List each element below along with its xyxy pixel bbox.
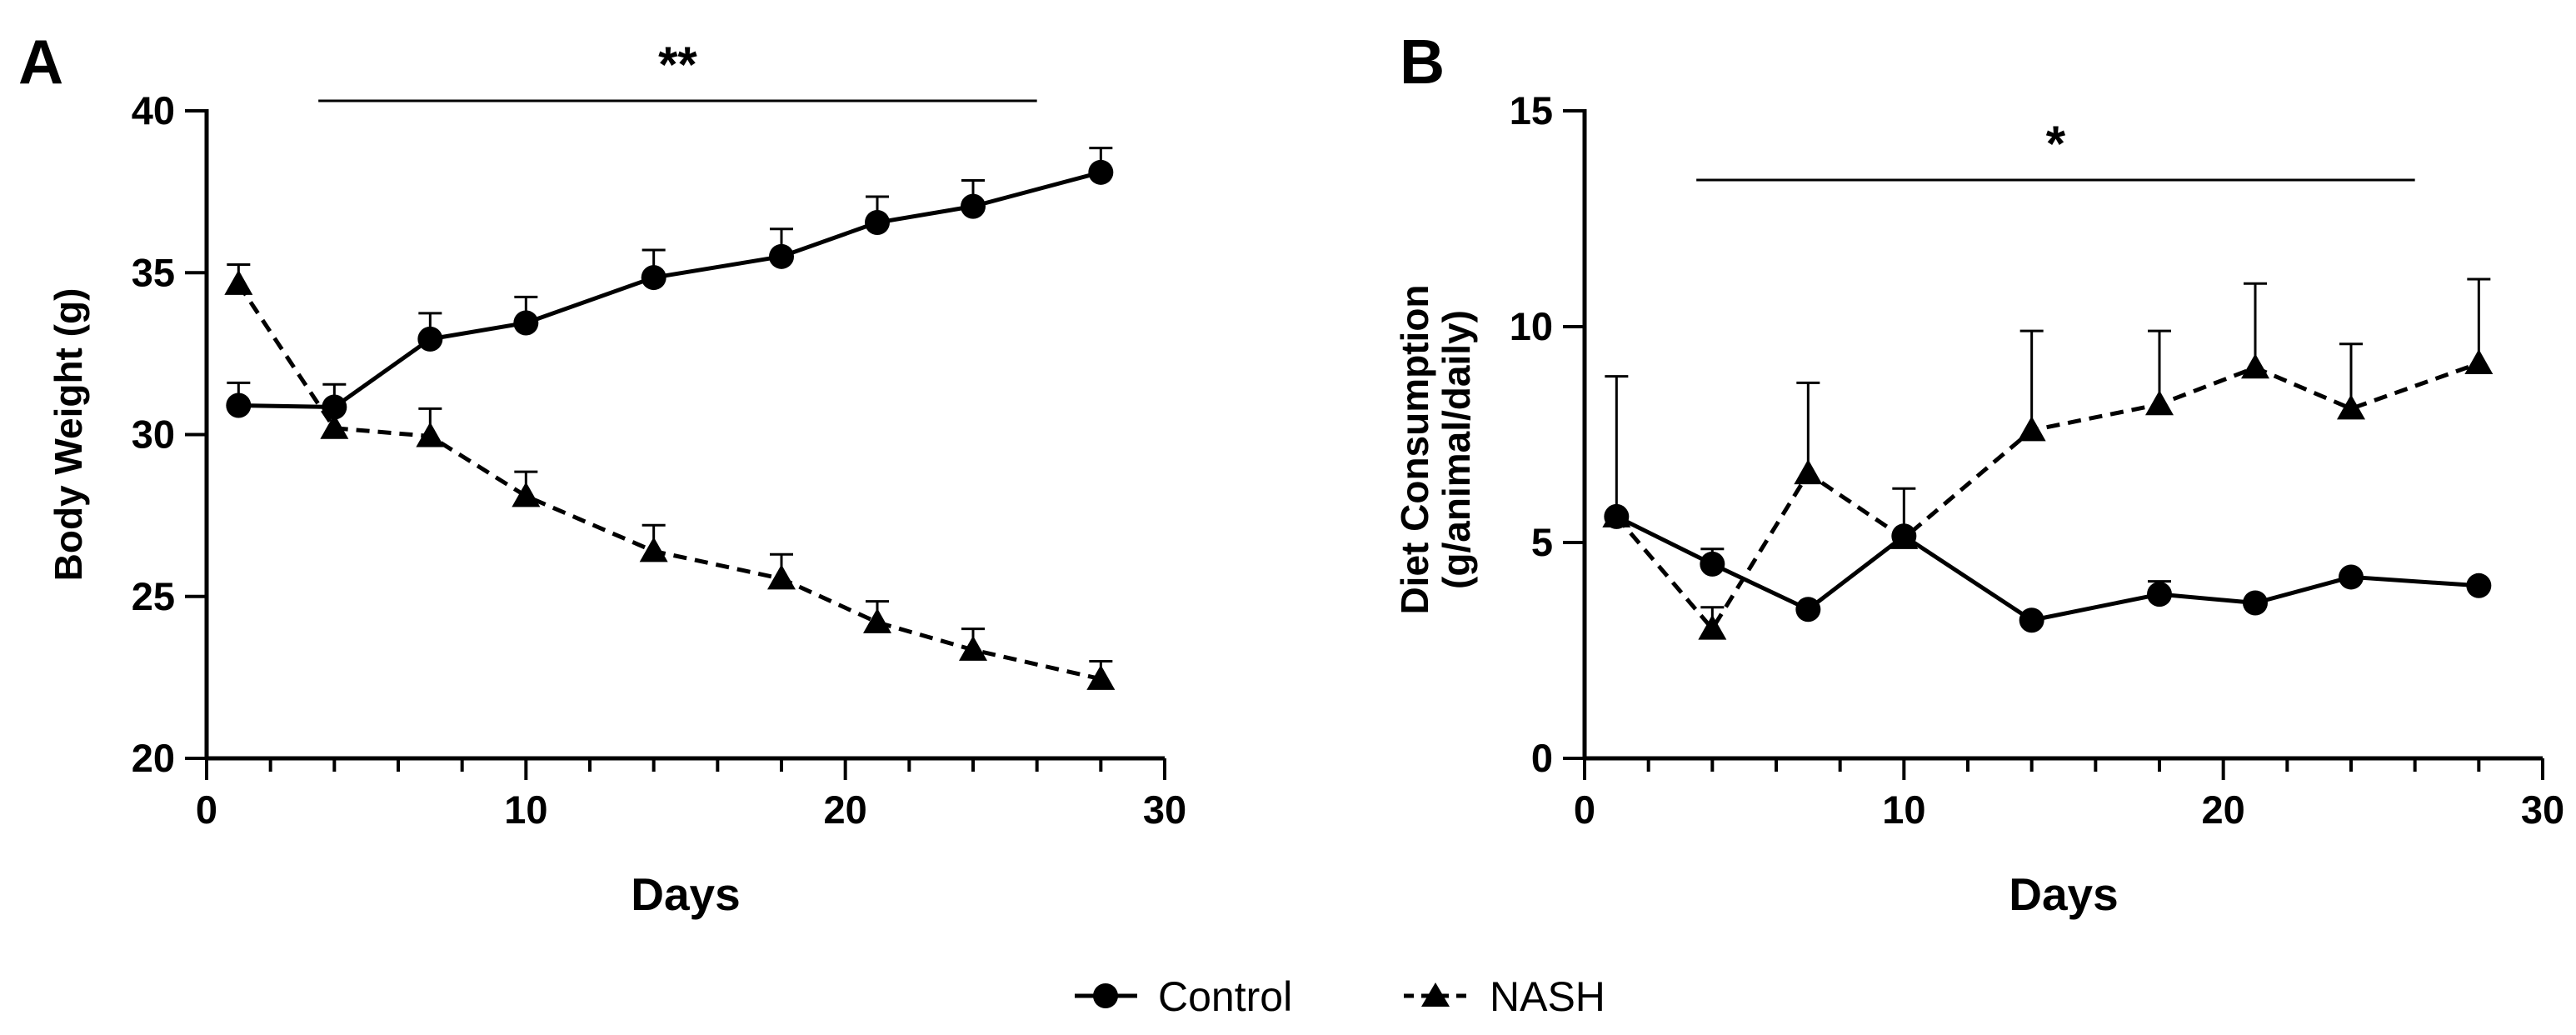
data-point-nash [512, 482, 541, 508]
panel-b-y-axis-subtitle: (g/animal/daily) [1435, 310, 1478, 589]
data-point-nash [2337, 394, 2365, 420]
data-point-control [1088, 159, 1114, 185]
data-point-nash [1086, 664, 1116, 690]
data-point-control [2243, 590, 2268, 616]
y-tick-label: 20 [132, 736, 175, 780]
data-point-nash [1794, 459, 1823, 485]
panel-b-series [1602, 278, 2494, 640]
panel-a-chart: A 0 10 20 30 20 25 30 35 40 ** Days Body Weight … [18, 27, 1186, 920]
panel-a-x-axis-title: Days [631, 868, 740, 920]
data-point-control [2147, 582, 2172, 608]
data-point-control [322, 394, 347, 420]
y-tick-label: 35 [132, 250, 175, 294]
panel-a-letter: A [18, 27, 63, 97]
x-tick-label: 0 [1574, 788, 1595, 832]
legend-entry-control: Control [1075, 973, 1292, 1020]
x-tick-label: 30 [2521, 788, 2564, 832]
data-point-control [2466, 572, 2492, 598]
series-control [1604, 503, 2492, 633]
data-point-control [769, 243, 794, 269]
legend-label-nash: NASH [1490, 973, 1605, 1020]
panel-a-y-axis-title: Body Weight (g) [47, 288, 90, 582]
panel-a-significance: ** [318, 37, 1037, 102]
panel-b-axes: 0 10 20 30 0 5 10 15 [1510, 88, 2564, 832]
data-point-control [2339, 564, 2364, 590]
legend-marker-nash [1421, 982, 1450, 1007]
legend-marker-control [1093, 983, 1118, 1008]
data-point-nash [959, 635, 987, 661]
legend-entry-nash: NASH [1404, 973, 1605, 1020]
x-tick-label: 10 [504, 788, 547, 832]
data-point-nash [863, 608, 891, 633]
x-tick-label: 0 [196, 788, 217, 832]
y-tick-label: 0 [1531, 736, 1553, 780]
data-point-control [1700, 551, 1725, 577]
y-tick-label: 25 [132, 574, 175, 618]
significance-label: * [2046, 116, 2066, 172]
legend-label-control: Control [1158, 973, 1292, 1020]
data-point-control [417, 326, 443, 352]
data-point-nash [2145, 390, 2174, 416]
data-point-nash [2464, 349, 2494, 375]
data-point-nash [2241, 353, 2269, 379]
data-point-nash [224, 269, 253, 295]
x-tick-label: 10 [1882, 788, 1925, 832]
y-tick-label: 5 [1531, 520, 1553, 564]
data-point-control [513, 310, 539, 336]
panel-b-significance: * [1696, 116, 2415, 182]
x-tick-label: 20 [824, 788, 867, 832]
series-nash [1602, 278, 2494, 640]
panel-a-series [224, 147, 1116, 690]
data-point-control [226, 392, 252, 418]
series-nash [224, 263, 1116, 690]
data-point-nash [1698, 614, 1727, 640]
panel-b-y-axis-title: Diet Consumption [1393, 284, 1436, 614]
y-tick-label: 10 [1510, 304, 1553, 348]
panel-b-x-axis-title: Days [2009, 868, 2118, 920]
y-tick-label: 40 [132, 88, 175, 132]
legend: Control NASH [1075, 973, 1605, 1020]
data-point-nash [1602, 502, 1631, 528]
x-tick-label: 20 [2202, 788, 2245, 832]
series-line-nash [237, 282, 1101, 682]
data-point-control [1795, 597, 1821, 622]
series-control [226, 147, 1114, 420]
data-point-nash [639, 537, 668, 562]
panel-b-letter: B [1400, 27, 1445, 97]
data-point-nash [767, 564, 796, 590]
x-tick-label: 30 [1143, 788, 1186, 832]
y-tick-label: 30 [132, 412, 175, 457]
panel-a-axes: 0 10 20 30 20 25 30 35 40 [132, 88, 1186, 832]
data-point-control [865, 210, 890, 236]
y-tick-label: 15 [1510, 88, 1553, 132]
data-point-nash [1890, 523, 1919, 549]
data-point-nash [320, 413, 349, 439]
data-point-control [961, 193, 986, 219]
data-point-control [2019, 608, 2044, 633]
data-point-control [641, 265, 666, 291]
data-point-nash [416, 422, 445, 448]
data-point-nash [2017, 416, 2046, 442]
significance-label: ** [658, 37, 697, 92]
